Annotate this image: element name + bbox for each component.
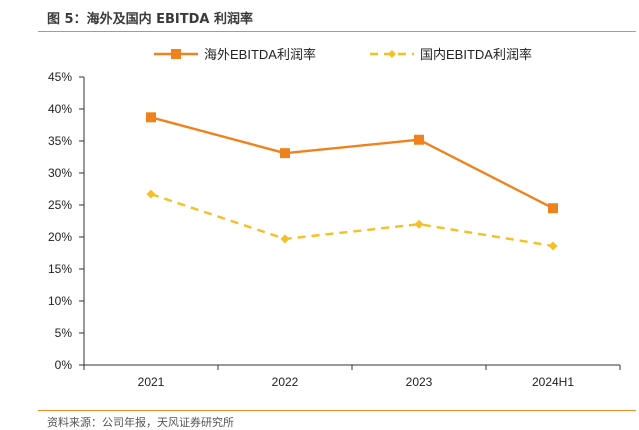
series-1 (146, 112, 558, 214)
x-axis: 2021 2022 2023 2024H1 (83, 364, 621, 389)
series-layer (146, 112, 558, 251)
data-point (171, 49, 181, 59)
source-note: 资料来源：公司年报，天风证券研究所 (47, 416, 234, 429)
y-tick-label: 10% (48, 294, 72, 308)
y-tick-label: 15% (48, 262, 72, 276)
data-point (414, 219, 424, 229)
figure-title: 图 5：海外及国内 EBITDA 利润率 (47, 12, 253, 27)
y-tick-label: 40% (48, 102, 72, 116)
legend-label: 国内EBITDA利润率 (420, 47, 532, 62)
source-divider (38, 410, 636, 411)
data-point (280, 234, 290, 244)
series-line (150, 192, 554, 248)
series-line (150, 116, 554, 210)
series-2 (146, 189, 558, 251)
data-point (280, 148, 290, 159)
y-axis: 0% 5% 10% 15% 20% 25% 30% 35% 40% 45% (48, 70, 85, 372)
x-tick-label: 2024H1 (532, 375, 574, 389)
y-tick-label: 0% (55, 358, 73, 372)
title-divider (38, 31, 636, 32)
y-tick-label: 20% (48, 230, 72, 244)
legend-label: 海外EBITDA利润率 (204, 47, 316, 62)
x-tick-label: 2022 (272, 375, 299, 389)
y-tick-label: 5% (55, 326, 73, 340)
legend-item-2: 国内EBITDA利润率 (370, 47, 532, 62)
data-point (414, 134, 424, 145)
legend: 海外EBITDA利润率 国内EBITDA利润率 (154, 47, 532, 62)
y-tick-label: 25% (48, 198, 72, 212)
legend-item-1: 海外EBITDA利润率 (154, 47, 316, 62)
y-tick-label: 35% (48, 134, 72, 148)
data-point (548, 203, 558, 214)
line-chart: 海外EBITDA利润率 国内EBITDA利润率 0% 5% 10% 15% 20% 25% 3… (48, 47, 621, 389)
data-point (146, 189, 156, 199)
y-tick-label: 30% (48, 166, 72, 180)
x-tick-label: 2021 (138, 375, 165, 389)
data-point (388, 50, 396, 58)
y-tick-label: 45% (48, 70, 72, 84)
x-tick-label: 2023 (406, 375, 433, 389)
data-point (548, 241, 558, 251)
data-point (146, 112, 156, 123)
